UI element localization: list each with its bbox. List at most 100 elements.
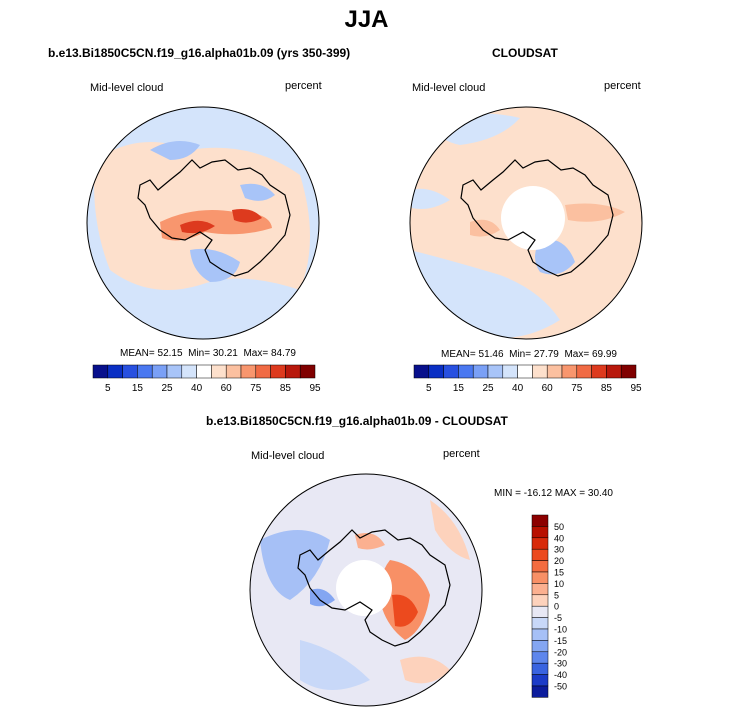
colorbar-3-box [531,651,549,664]
colorbar-3-tick-label: -15 [554,636,567,646]
panel-3-units-label: percent [443,448,480,460]
panel-1-title: b.e13.Bi1850C5CN.f19_g16.alpha01b.09 (yr… [48,46,351,60]
colorbar-2-tick-label: 60 [542,383,554,394]
colorbar-2-tick-label: 25 [482,383,494,394]
map-2-blue-region-west [410,188,450,209]
colorbar-panel-1: 5 15 25 40 60 75 85 95 [92,364,321,394]
colorbar-3-box [531,548,549,561]
map-1-blue-patch-east [240,183,275,201]
colorbar-3-tick-label: -30 [554,659,567,669]
map-1-antarctica-coastline [137,159,291,277]
colorbar-2-box [620,364,637,379]
colorbar-3-tick-label: 30 [554,545,564,555]
colorbar-2-box [532,364,548,379]
colorbar-1-box [225,364,242,379]
colorbar-2-tick-label: 95 [630,383,642,394]
colorbar-2-box [487,364,504,379]
colorbar-3-tick-label: -5 [554,613,562,623]
page-title: JJA [344,6,389,33]
panel-1-units-label: percent [285,80,322,92]
colorbar-3-box [531,526,549,539]
map-model-mid-level-cloud [86,106,320,340]
colorbar-3-box [531,617,549,630]
colorbar-3-tick-label: 0 [554,602,559,612]
map-1-border [86,106,320,340]
map-3-blue-region-west [260,530,330,600]
colorbar-1-box [240,364,257,379]
panel-2-mean-label: MEAN= [441,349,476,360]
colorbar-1-tick-label: 40 [191,383,203,394]
map-1-red-core-west [180,220,215,234]
colorbar-3-box [531,537,549,550]
colorbar-2-tick-label: 40 [512,383,524,394]
colorbar-2-box [606,364,622,379]
panel-2-min-value: 27.79 [533,349,559,360]
colorbar-3-box [531,685,549,698]
colorbar-3-tick-label: 50 [554,522,564,532]
colorbar-1-box [270,364,286,379]
colorbar-2-tick-label: 15 [453,383,465,394]
map-3-blue-region-south [300,640,370,690]
colorbar-2-tick-label: 75 [571,383,583,394]
panel-1-max-value: 84.79 [270,348,296,359]
panel-2-variable-label: Mid-level cloud [412,82,486,94]
colorbar-panel-2: 5 15 25 40 60 75 85 95 [413,364,642,394]
panel-3-variable-label: Mid-level cloud [251,450,325,462]
colorbar-3-tick-label: 5 [554,590,559,600]
colorbar-2-box [443,364,459,379]
colorbar-3-box [531,560,549,573]
colorbar-3-tick-label: -10 [554,625,567,635]
colorbar-2-box [472,364,489,379]
panel-2-min-label: Min= [509,349,532,360]
colorbar-1-tick-label: 95 [309,383,321,394]
colorbar-2-box [458,364,474,379]
colorbar-3-box [531,571,549,584]
colorbar-1-tick-label: 25 [161,383,173,394]
map-difference-mid-level-cloud [249,473,483,707]
panel-1-min-value: 30.21 [212,348,238,359]
map-2-border [409,106,643,340]
colorbar-1-box [196,364,212,379]
panel-3-title: b.e13.Bi1850C5CN.f19_g16.alpha01b.09 - C… [206,414,508,428]
panel-1-mean-value: 52.15 [157,348,183,359]
colorbar-2-tick-label: 5 [426,383,432,394]
map-3-red-core [392,594,418,627]
colorbar-3-box [531,605,549,618]
colorbar-2-box [576,364,592,379]
colorbar-1-box [166,364,183,379]
colorbar-3-tick-label: -50 [554,682,567,692]
map-3-polar-gap [336,560,392,616]
colorbar-2-tick-label: 85 [601,383,613,394]
panel-2-title: CLOUDSAT [492,46,558,60]
map-2-polar-gap [501,186,565,250]
panel-1-variable-label: Mid-level cloud [90,82,164,94]
colorbar-1-box [211,364,227,379]
colorbar-1-box [299,364,316,379]
colorbar-1-tick-label: 15 [132,383,144,394]
colorbar-2-box [413,364,430,379]
colorbar-3-box [531,583,549,596]
map-3-antarctica-coastline [297,529,451,647]
map-cloudsat-mid-level-cloud [409,106,643,340]
colorbar-1-box [92,364,109,379]
colorbar-3-box [531,594,549,607]
panel-2-max-value: 69.99 [591,349,617,360]
map-1-red-core-east [232,209,262,223]
colorbar-1-box [255,364,271,379]
map-2-light-orange-band [565,203,625,222]
colorbar-2-box [561,364,578,379]
colorbar-3-box [531,674,549,687]
colorbar-1-tick-label: 85 [280,383,292,394]
colorbar-3-tick-label: -20 [554,647,567,657]
colorbar-1-tick-label: 5 [105,383,111,394]
panel-1-min-label: Min= [188,348,211,359]
colorbar-2-box [591,364,607,379]
colorbar-1-box [285,364,301,379]
colorbar-1-box [107,364,123,379]
panel-3-min-max: MIN = -16.12 MAX = 30.40 [494,488,613,499]
panel-2-units-label: percent [604,80,641,92]
colorbar-2-box [517,364,533,379]
colorbar-2-box [502,364,518,379]
